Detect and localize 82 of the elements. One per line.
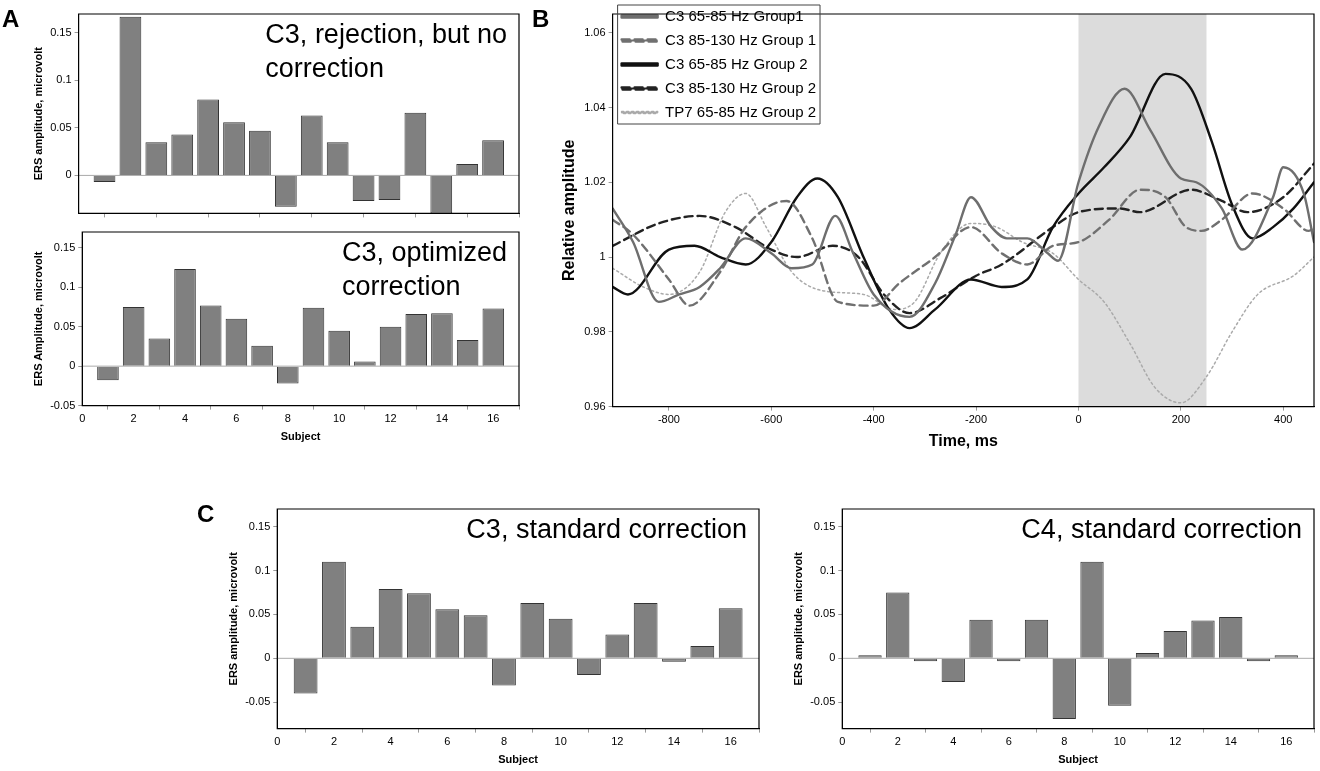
x-tick-label: 0 (839, 735, 846, 748)
y-tick-label: 0.15 (53, 240, 76, 253)
y-tick-label: 0.96 (584, 399, 606, 412)
x-tick-label: 10 (1113, 735, 1126, 748)
y-axis-title: ERS Amplitude, microvolt (31, 251, 44, 387)
line-series (612, 162, 1314, 315)
x-tick-label: 14 (667, 735, 681, 748)
y-tick-label: 0.15 (813, 519, 836, 532)
x-tick-label: 14 (1224, 735, 1237, 748)
x-tick-label: 2 (330, 735, 338, 748)
y-tick-label: 1 (599, 250, 606, 263)
y-axis-title: ERS amplitude, microvolt (791, 551, 804, 686)
x-tick-label: -600 (760, 413, 783, 426)
y-tick-label: 0.15 (50, 26, 72, 39)
y-axis-title: ERS amplitude, microvolt (226, 551, 239, 686)
y-tick-label: 1.04 (584, 100, 606, 113)
x-tick-label: 200 (1171, 413, 1191, 426)
legend-label: C3 65-85 Hz Group 2 (665, 54, 808, 72)
y-axis-title: ERS amplitude, microvolt (31, 46, 44, 181)
y-tick-label: 0 (829, 651, 836, 664)
text: C (197, 499, 215, 527)
legend-label: C3 85-130 Hz Group 1 (665, 30, 817, 48)
x-tick-label: 12 (611, 735, 624, 748)
x-tick-label: 10 (554, 735, 567, 748)
y-tick-label: 0 (264, 651, 271, 664)
y-tick-label: 0.05 (50, 120, 72, 133)
y-tick-label: 0 (69, 359, 76, 372)
x-tick-label: 16 (1280, 735, 1293, 748)
line-series (612, 192, 1314, 404)
legend-label: TP7 65-85 Hz Group 2 (665, 102, 817, 120)
x-tick-label: 400 (1274, 413, 1293, 426)
y-tick-label: 0.15 (248, 519, 271, 532)
x-axis-title: Time, ms (928, 431, 998, 449)
text: A (2, 4, 20, 32)
x-tick-label: 14 (435, 412, 449, 425)
x-tick-label: -400 (862, 413, 885, 426)
x-tick-label: 16 (487, 412, 500, 425)
x-tick-label: 6 (1005, 735, 1012, 748)
text: C3, optimized correction (341, 236, 508, 301)
x-tick-label: 2 (894, 735, 901, 748)
x-tick-label: -800 (657, 413, 680, 426)
x-tick-label: 16 (724, 735, 737, 748)
text: B (532, 4, 550, 32)
y-tick-label: 1.02 (584, 175, 606, 188)
y-tick-label: 0.05 (813, 607, 836, 620)
x-tick-label: 0 (1075, 413, 1082, 426)
y-tick-label: 0.05 (248, 607, 271, 620)
x-tick-label: 4 (950, 735, 957, 748)
y-tick-label: 0.1 (56, 73, 72, 86)
x-tick-label: 4 (387, 735, 394, 748)
y-tick-label: 0.1 (254, 563, 271, 576)
y-tick-label: 1.06 (584, 25, 606, 38)
chart-title: C4, standard correction (1021, 513, 1302, 544)
x-tick-label: 12 (384, 412, 397, 425)
x-tick-label: 12 (1169, 735, 1182, 748)
y-tick-label: 0 (65, 168, 72, 181)
y-axis-title: Relative amplitude (560, 139, 578, 281)
x-axis-title: Subject (280, 430, 321, 443)
y-tick-label: -0.05 (810, 695, 836, 708)
x-tick-label: 8 (500, 735, 508, 748)
x-tick-label: 8 (1061, 735, 1068, 748)
chart-title: C3, standard correction (466, 513, 747, 544)
x-tick-label: 2 (130, 412, 137, 425)
x-tick-label: -200 (965, 413, 988, 426)
x-tick-label: 0 (274, 735, 281, 748)
text: C3, rejection, but no correction (265, 18, 508, 83)
y-tick-label: -0.05 (245, 695, 271, 708)
legend-label: C3 65-85 Hz Group1 (665, 6, 804, 24)
x-tick-label: 6 (444, 735, 451, 748)
y-tick-label: 0.05 (53, 319, 76, 332)
x-tick-label: 6 (233, 412, 240, 425)
x-axis-title: Subject (498, 753, 539, 766)
x-tick-label: 8 (284, 412, 291, 425)
x-tick-label: 10 (333, 412, 346, 425)
y-tick-label: -0.05 (50, 398, 76, 411)
legend-label: C3 85-130 Hz Group 2 (665, 78, 817, 96)
x-tick-label: 4 (181, 412, 189, 425)
x-tick-label: 0 (79, 412, 86, 425)
x-axis-title: Subject (1058, 753, 1099, 766)
y-tick-label: 0.1 (59, 280, 76, 293)
y-tick-label: 0.98 (584, 324, 606, 337)
y-tick-label: 0.1 (819, 563, 836, 576)
